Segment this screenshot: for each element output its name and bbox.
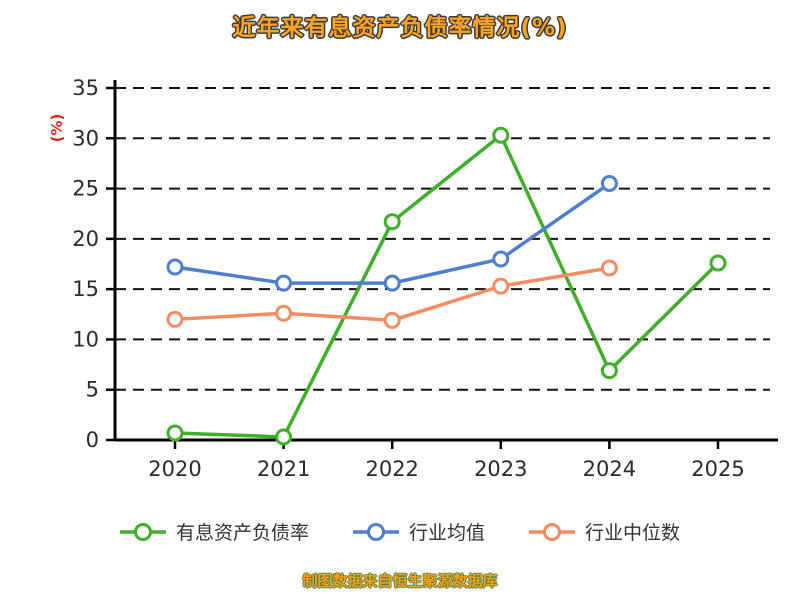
y-tick-label: 5 xyxy=(86,378,99,402)
y-tick-label: 20 xyxy=(72,227,99,251)
y-tick-label: 25 xyxy=(72,177,99,201)
y-axis-label: (%) xyxy=(48,114,66,143)
y-tick-label: 15 xyxy=(72,277,99,301)
series-marker xyxy=(166,310,184,328)
legend-marker-icon xyxy=(529,522,575,541)
y-tick-label: 0 xyxy=(86,428,99,452)
legend-circle xyxy=(133,522,152,541)
series-marker xyxy=(600,362,618,380)
series-marker xyxy=(492,126,510,144)
series-marker xyxy=(166,424,184,442)
legend-item: 行业均值 xyxy=(352,518,485,545)
y-tick-label: 35 xyxy=(72,76,99,100)
series-marker xyxy=(600,175,618,193)
legend-item: 行业中位数 xyxy=(529,518,680,545)
x-tick-label: 2024 xyxy=(583,457,636,481)
footer-note: 制图数据来自恒生聚源数据库 xyxy=(302,572,498,590)
x-tick-label: 2020 xyxy=(148,457,201,481)
series-marker xyxy=(275,304,293,322)
y-tick-label: 10 xyxy=(72,327,99,351)
series-marker xyxy=(492,277,510,295)
legend-circle xyxy=(543,522,561,541)
series-marker xyxy=(275,428,293,446)
legend-item: 有息资产负债率 xyxy=(119,518,309,545)
legend-label: 行业中位数 xyxy=(585,522,681,544)
legend-marker-icon xyxy=(352,522,399,541)
series-marker xyxy=(275,274,293,292)
legend-circle xyxy=(366,522,385,541)
series-line xyxy=(173,133,720,439)
x-tick-label: 2023 xyxy=(474,457,527,481)
series-marker xyxy=(383,213,401,231)
series-marker xyxy=(383,311,401,329)
series-marker xyxy=(492,250,510,268)
legend-label: 行业均值 xyxy=(408,522,485,544)
series-marker xyxy=(600,259,618,277)
series-marker xyxy=(383,274,401,292)
legend-marker-icon xyxy=(119,522,166,541)
legend: 有息资产负债率 行业均值 行业中位数 xyxy=(0,518,800,545)
series-marker xyxy=(709,254,727,272)
legend-label: 有息资产负债率 xyxy=(175,522,309,544)
x-tick-label: 2021 xyxy=(257,457,310,481)
chart-title: 近年来有息资产负债率情况(%) xyxy=(232,15,568,41)
y-tick-label: 30 xyxy=(72,126,99,150)
x-tick-label: 2022 xyxy=(365,457,418,481)
series-marker xyxy=(166,258,184,276)
x-tick-label: 2025 xyxy=(691,457,744,481)
